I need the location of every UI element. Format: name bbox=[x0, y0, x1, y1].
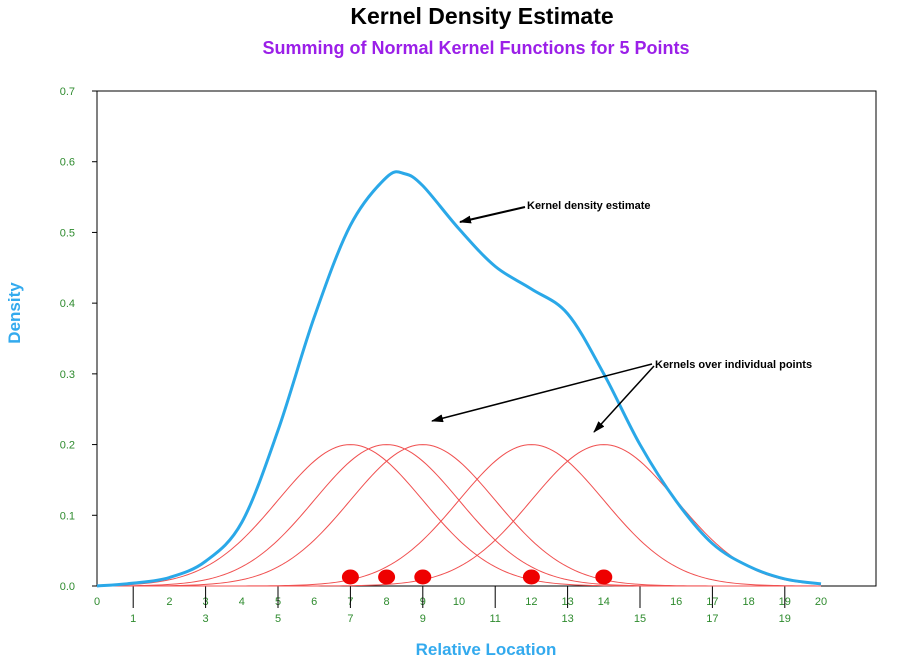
kernel-annotation-arrow-right bbox=[593, 365, 655, 433]
x-tick-label: 5 bbox=[275, 613, 281, 625]
x-tick-label: 18 bbox=[742, 596, 754, 608]
x-axis-title: Relative Location bbox=[416, 640, 557, 659]
plot-frame bbox=[96, 90, 877, 587]
kernel-annotation-arrow-left bbox=[431, 363, 653, 423]
x-tick-label: 9 bbox=[420, 613, 426, 625]
kde-annotation-arrow bbox=[459, 206, 526, 224]
data-points bbox=[341, 569, 613, 585]
x-tick-label: 4 bbox=[239, 596, 245, 608]
y-tick-label: 0.4 bbox=[60, 298, 75, 310]
x-tick-label: 7 bbox=[347, 613, 353, 625]
axis-ticks: 0.0 0.1 0.2 0.3 0.4 0.5 0.6 0.7 0 2 3 4 5 6 7 8 9 10 12 13 1… bbox=[60, 86, 827, 625]
data-point bbox=[341, 569, 359, 585]
kde-annotation-label: Kernel density estimate bbox=[527, 200, 651, 212]
kde-curve bbox=[96, 170, 822, 588]
x-tick-label: 3 bbox=[203, 613, 209, 625]
y-tick-label: 0.0 bbox=[60, 581, 75, 593]
y-tick-label: 0.5 bbox=[60, 227, 75, 239]
x-tick-label: 12 bbox=[525, 596, 537, 608]
kernel-curve bbox=[97, 444, 821, 587]
x-tick-label: 20 bbox=[815, 596, 827, 608]
chart-title: Kernel Density Estimate bbox=[350, 3, 613, 29]
x-tick-label: 15 bbox=[634, 613, 646, 625]
data-point bbox=[595, 569, 613, 585]
x-tick-label: 2 bbox=[166, 596, 172, 608]
data-point bbox=[522, 569, 540, 585]
y-tick-label: 0.3 bbox=[60, 369, 75, 381]
chart-subtitle: Summing of Normal Kernel Functions for 5… bbox=[262, 38, 689, 58]
x-tick-label: 16 bbox=[670, 596, 682, 608]
x-tick-label: 14 bbox=[598, 596, 610, 608]
x-tick-label: 17 bbox=[706, 613, 718, 625]
x-tick-label: 8 bbox=[384, 596, 390, 608]
y-tick-label: 0.6 bbox=[60, 157, 75, 169]
x-tick-label: 0 bbox=[94, 596, 100, 608]
x-tick-label: 10 bbox=[453, 596, 465, 608]
x-tick-label: 13 bbox=[561, 613, 573, 625]
data-point bbox=[378, 569, 396, 585]
y-tick-label: 0.2 bbox=[60, 440, 75, 452]
kernel-curve bbox=[97, 444, 822, 587]
x-tick-label: 19 bbox=[779, 613, 791, 625]
x-tick-label: 1 bbox=[130, 613, 136, 625]
kernel-curve bbox=[96, 444, 821, 587]
data-point bbox=[414, 569, 432, 585]
x-tick-label: 6 bbox=[311, 596, 317, 608]
kernel-annotation-label: Kernels over individual points bbox=[655, 359, 812, 371]
kernel-curve bbox=[97, 444, 822, 587]
kernel-curves bbox=[96, 444, 822, 587]
x-tick-label: 11 bbox=[489, 613, 500, 625]
y-tick-label: 0.7 bbox=[60, 86, 75, 98]
kernel-curve bbox=[96, 444, 821, 587]
y-tick-label: 0.1 bbox=[60, 510, 75, 522]
y-axis-title: Density bbox=[5, 282, 24, 344]
